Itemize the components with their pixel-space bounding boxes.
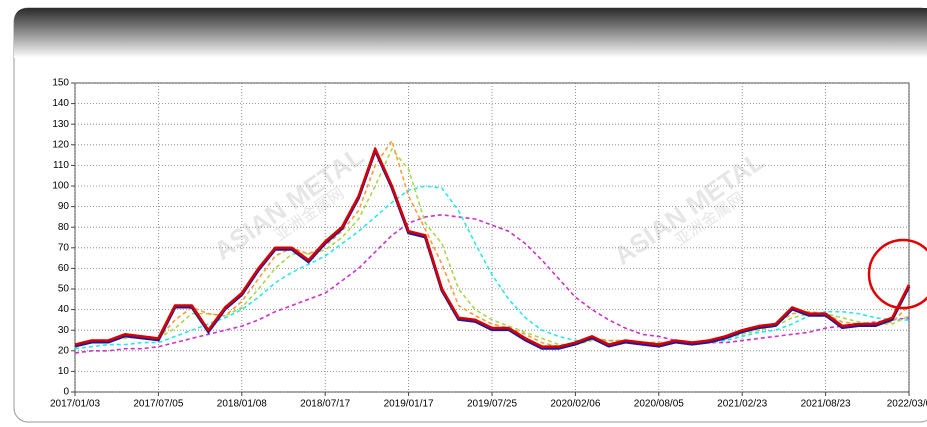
x-tick-label: 2021/02/23	[717, 399, 767, 410]
y-tick-label: 0	[63, 387, 69, 398]
y-tick-label: 110	[53, 160, 69, 171]
y-tick-label: 50	[58, 284, 70, 295]
y-tick-label: 60	[58, 263, 70, 274]
y-tick-label: 30	[58, 325, 70, 336]
y-tick-label: 80	[58, 222, 70, 233]
y-tick-label: 20	[58, 345, 70, 356]
x-tick-label: 2020/02/06	[550, 399, 600, 410]
x-tick-label: 2018/07/17	[300, 399, 350, 410]
x-tick-label: 2019/07/25	[467, 399, 517, 410]
series-line	[74, 147, 911, 348]
y-tick-label: 130	[52, 119, 69, 130]
x-tick-label: 2018/01/08	[217, 399, 267, 410]
y-tick-label: 70	[58, 242, 70, 253]
y-tick-label: 120	[52, 139, 69, 150]
x-tick-label: 2020/08/05	[634, 399, 684, 410]
x-tick-label: 2021/08/23	[801, 399, 851, 410]
y-tick-label: 90	[58, 201, 70, 212]
x-tick-label: 2019/01/17	[384, 399, 434, 410]
y-tick-label: 100	[52, 181, 69, 192]
header-bar	[14, 8, 927, 58]
x-tick-label: 2017/01/03	[50, 399, 100, 410]
series-line	[74, 214, 910, 354]
panel	[13, 7, 927, 423]
y-tick-label: 10	[58, 366, 70, 377]
y-tick-label: 40	[58, 304, 70, 315]
y-tick-label: 140	[52, 98, 69, 109]
y-tick-label: 150	[52, 78, 69, 89]
highlight-circle	[867, 238, 927, 310]
x-tick-label: 2017/07/05	[133, 399, 183, 410]
x-tick-label: 2022/03/0	[887, 399, 927, 410]
